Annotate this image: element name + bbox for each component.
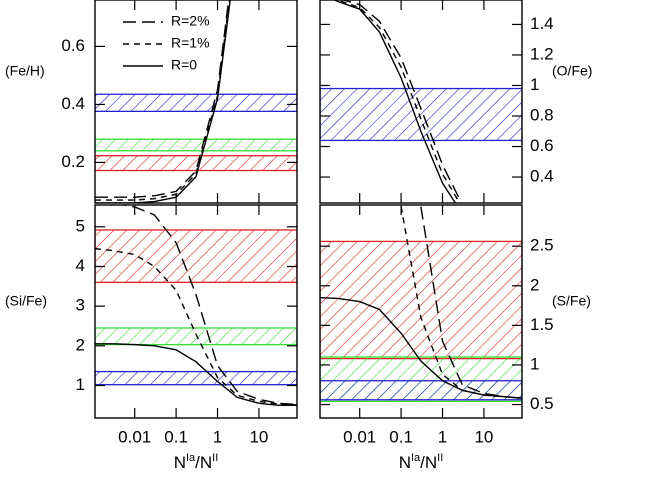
plot-area [95, 205, 297, 407]
x-axis-label-part: Ia [186, 452, 196, 464]
x-tick-label: 0.1 [389, 427, 413, 446]
x-tick-label: 1 [213, 427, 222, 446]
x-axis-label-part: II [212, 452, 218, 464]
plot-area [320, 0, 522, 203]
band [95, 138, 297, 152]
y-tick-label: 0.5 [530, 394, 554, 413]
band [95, 93, 297, 113]
x-tick-label: 0.01 [343, 427, 376, 446]
y-tick-label: 1 [530, 354, 539, 373]
x-tick-label: 0.1 [164, 427, 188, 446]
curve [95, 343, 297, 407]
band [95, 327, 297, 346]
y-tick-label: 0.4 [61, 94, 85, 113]
y-tick-label: 2.5 [530, 236, 554, 255]
y-axis-label: (S/Fe) [552, 293, 591, 309]
y-tick-label: 2 [76, 335, 85, 354]
curve [340, 0, 463, 203]
band [320, 380, 522, 401]
legend-label: R=1% [171, 35, 210, 51]
y-tick-label: 1 [530, 75, 539, 94]
frame [319, 0, 523, 204]
curve [335, 0, 461, 203]
y-tick-label: 0.4 [530, 167, 554, 186]
band [95, 229, 297, 283]
curve [95, 0, 230, 198]
x-tick-label: 10 [474, 427, 493, 446]
plot-area [95, 0, 297, 203]
y-tick-label: 1.2 [530, 44, 554, 63]
curve [95, 247, 297, 406]
curve [119, 205, 297, 406]
curve [332, 0, 457, 203]
y-tick-label: 0.8 [530, 105, 554, 124]
y-tick-label: 5 [76, 216, 85, 235]
x-tick-label: 10 [249, 427, 268, 446]
frame [94, 204, 298, 419]
x-axis-label: NIa/NII [399, 452, 444, 473]
legend-label: R=0 [171, 57, 197, 73]
y-tick-label: 0.2 [61, 152, 85, 171]
y-tick-label: 3 [76, 296, 85, 315]
y-axis-label: (O/Fe) [552, 63, 592, 79]
curve [95, 0, 231, 203]
legend-label: R=2% [171, 13, 210, 29]
y-axis-label: (Si/Fe) [5, 293, 47, 309]
y-tick-label: 2 [530, 275, 539, 294]
band [95, 370, 297, 386]
curve [95, 0, 231, 201]
frame [319, 204, 523, 419]
y-tick-label: 1.4 [530, 14, 554, 33]
y-tick-label: 0.6 [61, 36, 85, 55]
y-tick-label: 1.5 [530, 315, 554, 334]
x-axis-label: NIa/NII [174, 452, 219, 473]
x-axis-label-part: /N [195, 453, 212, 472]
y-tick-label: 1 [76, 375, 85, 394]
curve [320, 296, 522, 399]
x-axis-label-part: N [399, 453, 411, 472]
y-tick-label: 0.6 [530, 136, 554, 155]
plot-area [320, 206, 522, 403]
x-axis-label-part: /N [420, 453, 437, 472]
x-axis-label-part: II [437, 452, 443, 464]
band [95, 155, 297, 172]
frame [94, 0, 298, 204]
x-axis-label-part: N [174, 453, 186, 472]
x-tick-label: 0.01 [118, 427, 151, 446]
y-tick-label: 4 [76, 256, 85, 275]
x-axis-label-part: Ia [411, 452, 421, 464]
x-tick-label: 1 [438, 427, 447, 446]
y-axis-label: (Fe/H) [5, 63, 45, 79]
